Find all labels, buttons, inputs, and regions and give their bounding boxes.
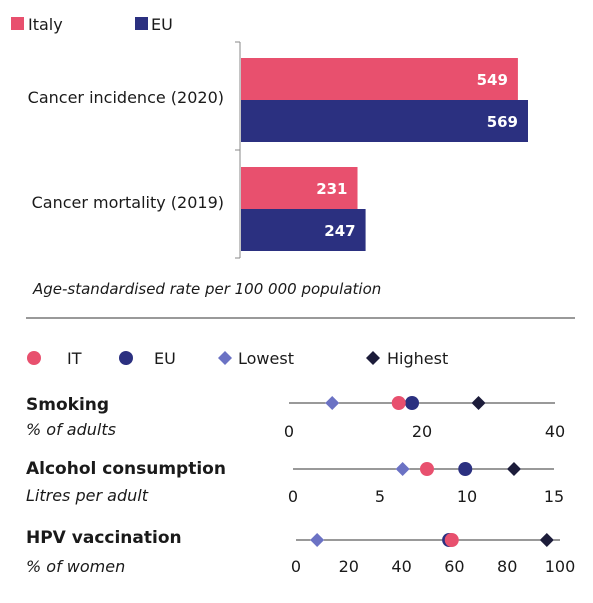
legend-marker-lowest	[218, 351, 232, 365]
marker-it	[444, 533, 459, 547]
bar-eu	[241, 100, 528, 142]
marker-highest	[539, 533, 554, 547]
dot-axis-tick-label: 0	[291, 557, 301, 576]
bar-value-label: 247	[324, 222, 355, 240]
dot-axis-tick-label: 40	[545, 422, 565, 441]
legend-marker-highest	[366, 351, 380, 365]
dot-axis-tick-label: 15	[544, 487, 564, 506]
dot-axis-tick-label: 60	[444, 557, 464, 576]
indicator-unit: % of women	[26, 557, 125, 576]
indicator-unit: % of adults	[26, 420, 116, 439]
legend-label-it: IT	[67, 349, 82, 368]
bar-category-label: Cancer mortality (2019)	[32, 193, 224, 212]
bar-legend: Italy EU	[11, 15, 173, 34]
legend-label-eu: EU	[151, 15, 173, 34]
indicator-title: HPV vaccination	[26, 528, 182, 548]
dot-axis-tick-label: 20	[339, 557, 359, 576]
legend-label-italy: Italy	[28, 15, 63, 34]
legend-label-highest: Highest	[387, 349, 448, 368]
bar-chart-caption: Age-standardised rate per 100 000 popula…	[32, 280, 381, 298]
dot-axis-tick-label: 0	[284, 422, 294, 441]
marker-eu	[458, 462, 473, 476]
bar-italy	[241, 58, 518, 100]
marker-lowest	[310, 533, 325, 547]
marker-highest	[506, 462, 521, 476]
legend-label-eu: EU	[154, 349, 176, 368]
dot-plot-area: 0 20 40 0 5 10 15 0 20 40 60 80 100	[284, 396, 575, 576]
marker-lowest	[325, 396, 340, 410]
legend-marker-eu	[119, 351, 133, 365]
bar-value-label: 231	[316, 180, 347, 198]
dot-axis-tick-label: 10	[457, 487, 477, 506]
dot-axis-tick-label: 20	[412, 422, 432, 441]
indicator-unit: Litres per adult	[26, 486, 149, 505]
bar-value-label: 569	[487, 113, 518, 131]
bar-italy	[241, 167, 358, 209]
dot-axis-tick-label: 100	[545, 557, 576, 576]
marker-eu	[405, 396, 420, 410]
legend-label-lowest: Lowest	[238, 349, 294, 368]
bar-value-label: 549	[477, 71, 508, 89]
dot-axis-tick-label: 80	[497, 557, 517, 576]
dot-axis-tick-label: 5	[375, 487, 385, 506]
dot-axis-tick-label: 40	[391, 557, 411, 576]
bar-category-label: Cancer incidence (2020)	[28, 88, 224, 107]
marker-highest	[471, 396, 486, 410]
legend-swatch-italy	[11, 17, 24, 30]
bar-plot-area: 549 569 231 247	[235, 41, 528, 259]
marker-lowest	[395, 462, 410, 476]
indicator-title: Alcohol consumption	[26, 459, 226, 479]
dot-legend: IT EU Lowest Highest	[27, 349, 448, 368]
legend-swatch-eu	[135, 17, 148, 30]
indicator-title: Smoking	[26, 395, 109, 415]
marker-it	[419, 462, 434, 476]
marker-it	[391, 396, 406, 410]
dot-axis-tick-label: 0	[288, 487, 298, 506]
legend-marker-it	[27, 351, 41, 365]
bar-eu	[241, 209, 366, 251]
